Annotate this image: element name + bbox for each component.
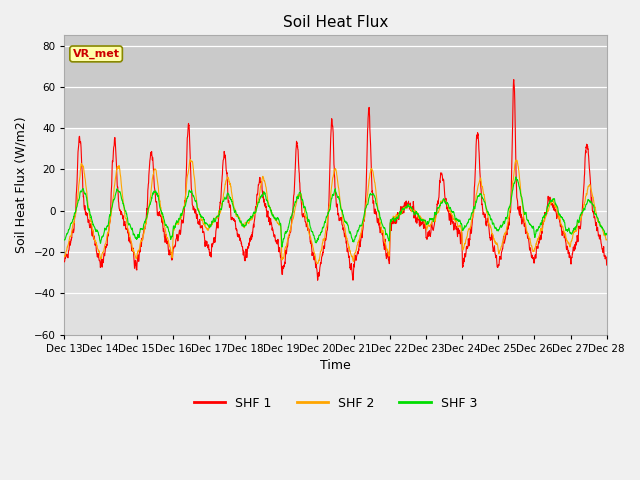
SHF 2 — [352, 250, 360, 256]
SHF 3 — [603, 232, 611, 238]
SHF 1 — [61, 259, 68, 264]
SHF 3 — [61, 237, 68, 243]
SHF 1 — [556, 216, 563, 222]
SHF 2 — [556, 215, 563, 221]
SHF 3 — [493, 228, 501, 233]
SHF 1 — [314, 277, 321, 283]
SHF 3 — [278, 244, 286, 250]
SHF 2 — [603, 237, 611, 242]
SHF 3 — [364, 202, 371, 208]
SHF 1 — [351, 252, 359, 258]
Title: Soil Heat Flux: Soil Heat Flux — [283, 15, 388, 30]
SHF 3 — [570, 227, 578, 232]
SHF 2 — [186, 156, 194, 162]
SHF 3 — [556, 212, 563, 217]
SHF 1 — [212, 232, 220, 238]
SHF 1 — [493, 264, 501, 270]
SHF 2 — [570, 230, 578, 236]
Bar — [65, 36, 607, 128]
SHF 1 — [570, 243, 578, 249]
SHF 3 — [512, 174, 520, 180]
Y-axis label: Soil Heat Flux (W/m2): Soil Heat Flux (W/m2) — [15, 117, 28, 253]
SHF 3 — [351, 233, 359, 239]
SHF 3 — [212, 217, 220, 223]
SHF 1 — [510, 77, 518, 83]
Line: SHF 3: SHF 3 — [65, 177, 607, 247]
Line: SHF 2: SHF 2 — [65, 159, 607, 264]
Text: VR_met: VR_met — [72, 49, 120, 59]
SHF 2 — [364, 192, 371, 198]
SHF 2 — [314, 261, 321, 266]
SHF 2 — [61, 253, 68, 259]
SHF 1 — [364, 147, 371, 153]
SHF 2 — [212, 215, 220, 220]
Legend: SHF 1, SHF 2, SHF 3: SHF 1, SHF 2, SHF 3 — [189, 392, 482, 415]
SHF 1 — [603, 262, 611, 268]
SHF 2 — [493, 241, 501, 247]
Line: SHF 1: SHF 1 — [65, 80, 607, 280]
X-axis label: Time: Time — [320, 359, 351, 372]
